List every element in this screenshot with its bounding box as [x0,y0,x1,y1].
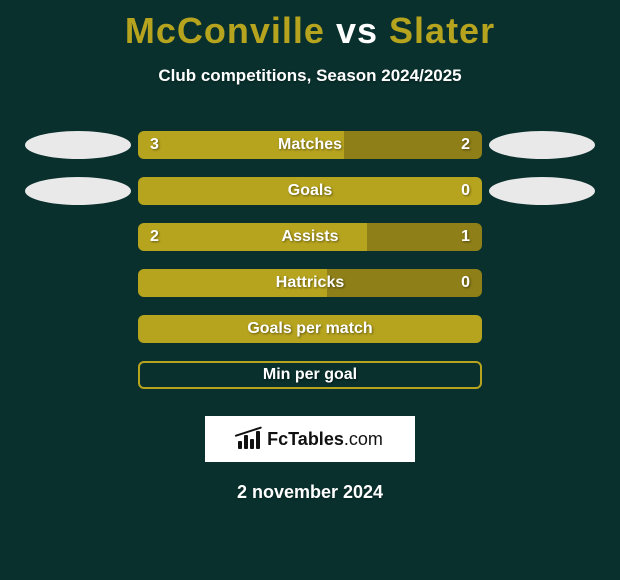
stat-value-left: 2 [150,228,159,246]
stat-row: Goals per match [0,306,620,352]
stat-bar: Assists 2 1 [138,223,482,251]
stat-value-right: 0 [461,182,470,200]
brand-name-bold: FcTables [267,429,344,449]
stat-left-side [18,214,138,260]
stat-value-right: 2 [461,136,470,154]
stat-value-left: 3 [150,136,159,154]
stat-right-side [482,214,602,260]
player-ellipse-icon [489,177,595,205]
brand-box: FcTables.com [205,416,415,462]
stat-bar: Matches 3 2 [138,131,482,159]
player2-name: Slater [389,10,495,51]
brand-chart-icon [237,427,261,451]
stat-value-right: 0 [461,274,470,292]
stat-row: Goals 0 [0,168,620,214]
stat-label: Hattricks [276,274,344,292]
subtitle: Club competitions, Season 2024/2025 [0,66,620,86]
title: McConville vs Slater [0,0,620,52]
stat-left-side [18,352,138,398]
stat-label: Assists [282,228,339,246]
stat-bar: Goals per match [138,315,482,343]
brand-name-light: .com [344,429,383,449]
stat-bar: Min per goal [138,361,482,389]
player1-name: McConville [125,10,325,51]
stat-label: Matches [278,136,342,154]
stat-left-side [18,168,138,214]
stat-right-side [482,168,602,214]
stat-row: Hattricks 0 [0,260,620,306]
brand-text: FcTables.com [267,429,383,450]
title-vs: vs [336,10,378,51]
stat-label: Min per goal [263,366,357,384]
player-ellipse-icon [489,131,595,159]
player-ellipse-icon [25,177,131,205]
stat-row: Matches 3 2 [0,122,620,168]
stat-bar: Goals 0 [138,177,482,205]
stat-row: Min per goal [0,352,620,398]
stat-right-side [482,352,602,398]
stat-bar-right-seg [327,269,482,297]
stat-bar: Hattricks 0 [138,269,482,297]
stat-left-side [18,306,138,352]
stat-left-side [18,260,138,306]
stat-left-side [18,122,138,168]
comparison-card: McConville vs Slater Club competitions, … [0,0,620,580]
date-label: 2 november 2024 [0,482,620,503]
stat-right-side [482,260,602,306]
stat-right-side [482,122,602,168]
stat-row: Assists 2 1 [0,214,620,260]
player-ellipse-icon [25,131,131,159]
stat-label: Goals [288,182,332,200]
stat-rows: Matches 3 2 Goals 0 Assists 2 1 Hattricks 0 Goals … [0,122,620,398]
stat-label: Goals per match [247,320,372,338]
stat-value-right: 1 [461,228,470,246]
stat-right-side [482,306,602,352]
